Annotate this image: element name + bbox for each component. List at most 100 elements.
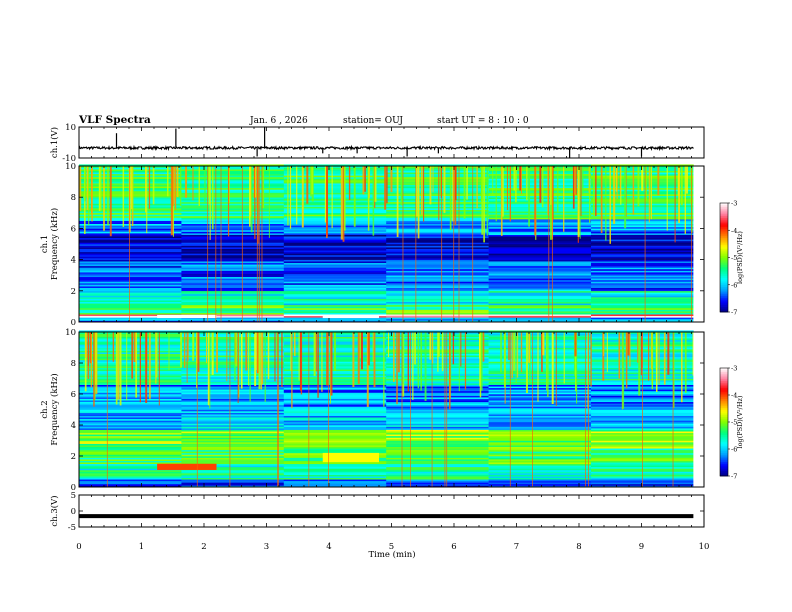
spectrogram-cell [488, 283, 592, 285]
colorbar-cell [720, 409, 728, 412]
sferic-streak [401, 332, 404, 385]
spectrogram-cell [386, 219, 489, 221]
spectrogram-cell [181, 173, 285, 176]
sferic-streak [326, 166, 328, 236]
colorbar-cell [720, 404, 728, 407]
x-tick-label: 7 [514, 542, 519, 552]
colorbar-cell [720, 470, 728, 473]
spectrogram-cell [79, 335, 182, 337]
spectrogram-cell [79, 460, 182, 463]
spectrogram-cell [283, 205, 387, 207]
spectrogram-cell [386, 407, 489, 410]
spectrogram-cell [79, 387, 182, 390]
spectrogram-cell [181, 292, 285, 295]
spectrogram-cell [488, 411, 592, 413]
spectrogram-cell [79, 244, 182, 246]
sferic-streak [185, 166, 188, 198]
sferic-streak [684, 332, 687, 393]
sferic-streak [366, 332, 369, 407]
spectrogram-cell [283, 476, 387, 478]
spectrogram-cell [386, 435, 489, 438]
spectrogram-cell [79, 261, 182, 264]
spectrogram-cell [181, 300, 285, 303]
full-band-streak [548, 166, 550, 322]
colorbar-cell [720, 461, 728, 464]
spectrogram-cell [79, 240, 182, 243]
colorbar-cell [720, 275, 728, 278]
spectrogram-cell [283, 275, 387, 278]
spectrogram-cell [181, 367, 285, 370]
sferic-streak [589, 166, 591, 223]
spectrogram-cell [181, 184, 285, 187]
spectrogram-cell [488, 431, 592, 434]
colorbar-cell [720, 413, 728, 416]
spectrogram-cell [488, 317, 592, 320]
sferic-streak [546, 332, 548, 391]
spectrogram-cell [488, 270, 592, 273]
colorbar-cell [720, 226, 728, 229]
spectrogram-cell [386, 312, 489, 315]
colorbar-cell [720, 463, 728, 466]
spectrogram-cell [283, 231, 387, 234]
spectrogram-cell [386, 432, 489, 435]
spectrogram-cell [181, 407, 285, 410]
spectrogram-cell [181, 175, 285, 178]
spectrogram-cell [590, 226, 694, 229]
spectrogram-cell [283, 437, 387, 440]
sferic-streak [148, 166, 151, 209]
spectrogram-cell [386, 378, 489, 381]
spectrogram-cell [79, 164, 182, 167]
sferic-streak [429, 166, 432, 205]
spectrogram-cell [181, 283, 285, 285]
spectrogram-cell [79, 251, 182, 254]
spectrogram-cell [488, 460, 592, 463]
spectrogram-cell [386, 421, 489, 424]
sferic-streak [613, 166, 616, 224]
spectrogram-cell [386, 258, 489, 260]
spectrogram-cell [79, 474, 182, 477]
sferic-streak [250, 166, 253, 233]
sferic-streak [500, 166, 503, 236]
spectrogram-cell [386, 466, 489, 469]
spectrogram-cell [181, 418, 285, 421]
spectrogram-cell [488, 471, 592, 474]
sferic-streak [615, 166, 617, 192]
spectrogram-cell [488, 244, 592, 246]
spectrogram-cell [590, 272, 694, 274]
spectrogram-cell [79, 437, 182, 440]
spectrogram-cell [488, 479, 592, 482]
spectrogram-cell [386, 228, 489, 231]
sferic-streak [663, 332, 666, 385]
spectrogram-cell [181, 417, 285, 420]
spectrogram-cell [181, 237, 285, 240]
spectrogram-cell [79, 386, 182, 389]
sferic-streak [658, 332, 660, 385]
spectrogram-cell [283, 192, 387, 195]
spectrogram-cell [488, 363, 592, 365]
spectrogram-cell [386, 373, 489, 376]
spectrogram-cell [181, 364, 285, 367]
spectrogram-cell [79, 398, 182, 401]
sferic-streak [301, 166, 304, 228]
sferic-streak [298, 332, 300, 381]
spectrogram-cell [181, 423, 285, 426]
spectrogram-cell [283, 409, 387, 412]
spectrogram-cell [488, 366, 592, 368]
spectrogram-cell [386, 383, 489, 385]
spectrogram-cell [283, 375, 387, 378]
spectrogram-cell [283, 412, 387, 415]
spectrogram-cell [79, 442, 182, 444]
spectrogram-cell [590, 192, 694, 195]
spectrogram-cell [488, 281, 592, 284]
spectrogram-cell [181, 169, 285, 171]
spectrogram-cell [181, 298, 285, 301]
x-axis-label: Time (min) [368, 549, 415, 560]
sferic-streak [372, 166, 375, 236]
spectrogram-cell [488, 247, 592, 249]
spectrogram-cell [79, 338, 182, 341]
spectrogram-cell [181, 226, 285, 229]
y-tick-label: 6 [71, 390, 76, 400]
sferic-streak [155, 332, 157, 384]
colorbar-cell [720, 253, 728, 257]
colorbar-cell [720, 465, 728, 468]
